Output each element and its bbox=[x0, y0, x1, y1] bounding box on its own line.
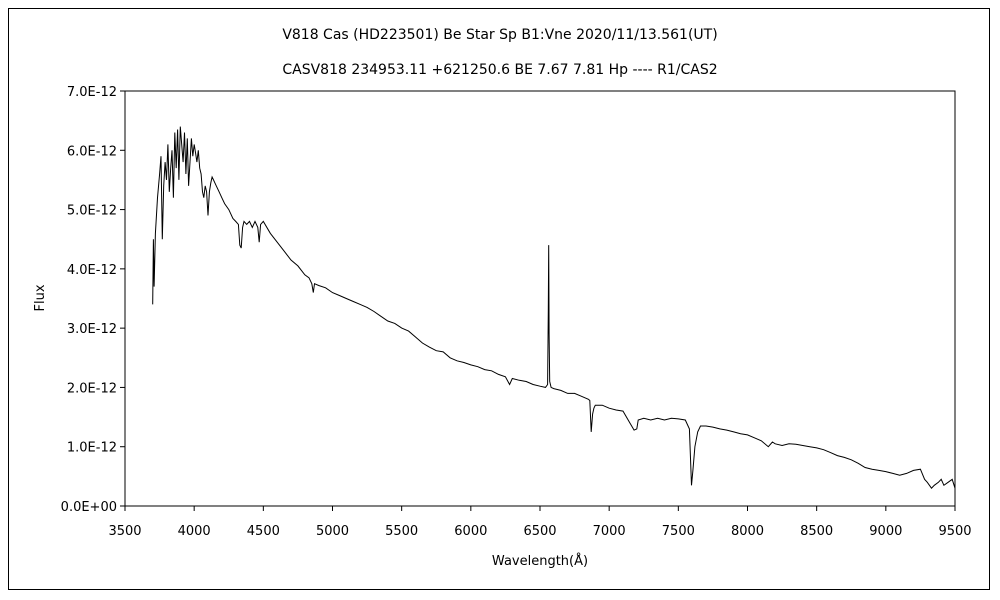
spectrum-line bbox=[152, 126, 956, 489]
y-tick-label: 6.0E-12 bbox=[67, 144, 117, 159]
y-tick-label: 1.0E-12 bbox=[67, 441, 117, 456]
y-tick-label: 7.0E-12 bbox=[67, 85, 117, 100]
x-axis-label: Wavelength(Å) bbox=[492, 553, 588, 569]
x-tick-label: 9500 bbox=[938, 524, 971, 539]
x-tick-label: 6000 bbox=[454, 524, 487, 539]
y-axis-label: Flux bbox=[33, 284, 48, 311]
x-tick-label: 4000 bbox=[178, 524, 211, 539]
x-tick-label: 7500 bbox=[662, 524, 695, 539]
x-tick-label: 3500 bbox=[108, 524, 141, 539]
chart-title: V818 Cas (HD223501) Be Star Sp B1:Vne 20… bbox=[282, 27, 717, 43]
x-tick-label: 6500 bbox=[523, 524, 556, 539]
y-tick-label: 4.0E-12 bbox=[67, 263, 117, 278]
y-tick-label: 5.0E-12 bbox=[67, 204, 117, 219]
x-tick-label: 7000 bbox=[593, 524, 626, 539]
y-axis: 0.0E+00 1.0E-12 2.0E-12 3.0E-12 4.0E-12 5.0E-… bbox=[61, 85, 125, 515]
x-tick-label: 5000 bbox=[316, 524, 349, 539]
x-tick-label: 8500 bbox=[800, 524, 833, 539]
y-tick-label: 3.0E-12 bbox=[67, 322, 117, 337]
y-tick-label: 2.0E-12 bbox=[67, 381, 117, 396]
x-tick-label: 8000 bbox=[731, 524, 764, 539]
x-tick-label: 5500 bbox=[385, 524, 418, 539]
chart-subtitle: CASV818 234953.11 +621250.6 BE 7.67 7.81… bbox=[282, 62, 717, 78]
plot-area bbox=[124, 90, 956, 507]
chart-frame bbox=[8, 8, 990, 590]
x-axis: 3500 4000 4500 5000 5500 6000 6500 7000 7500 8000… bbox=[108, 506, 972, 539]
x-tick-label: 4500 bbox=[247, 524, 280, 539]
y-tick-label: 0.0E+00 bbox=[61, 500, 117, 515]
x-tick-label: 9000 bbox=[869, 524, 902, 539]
